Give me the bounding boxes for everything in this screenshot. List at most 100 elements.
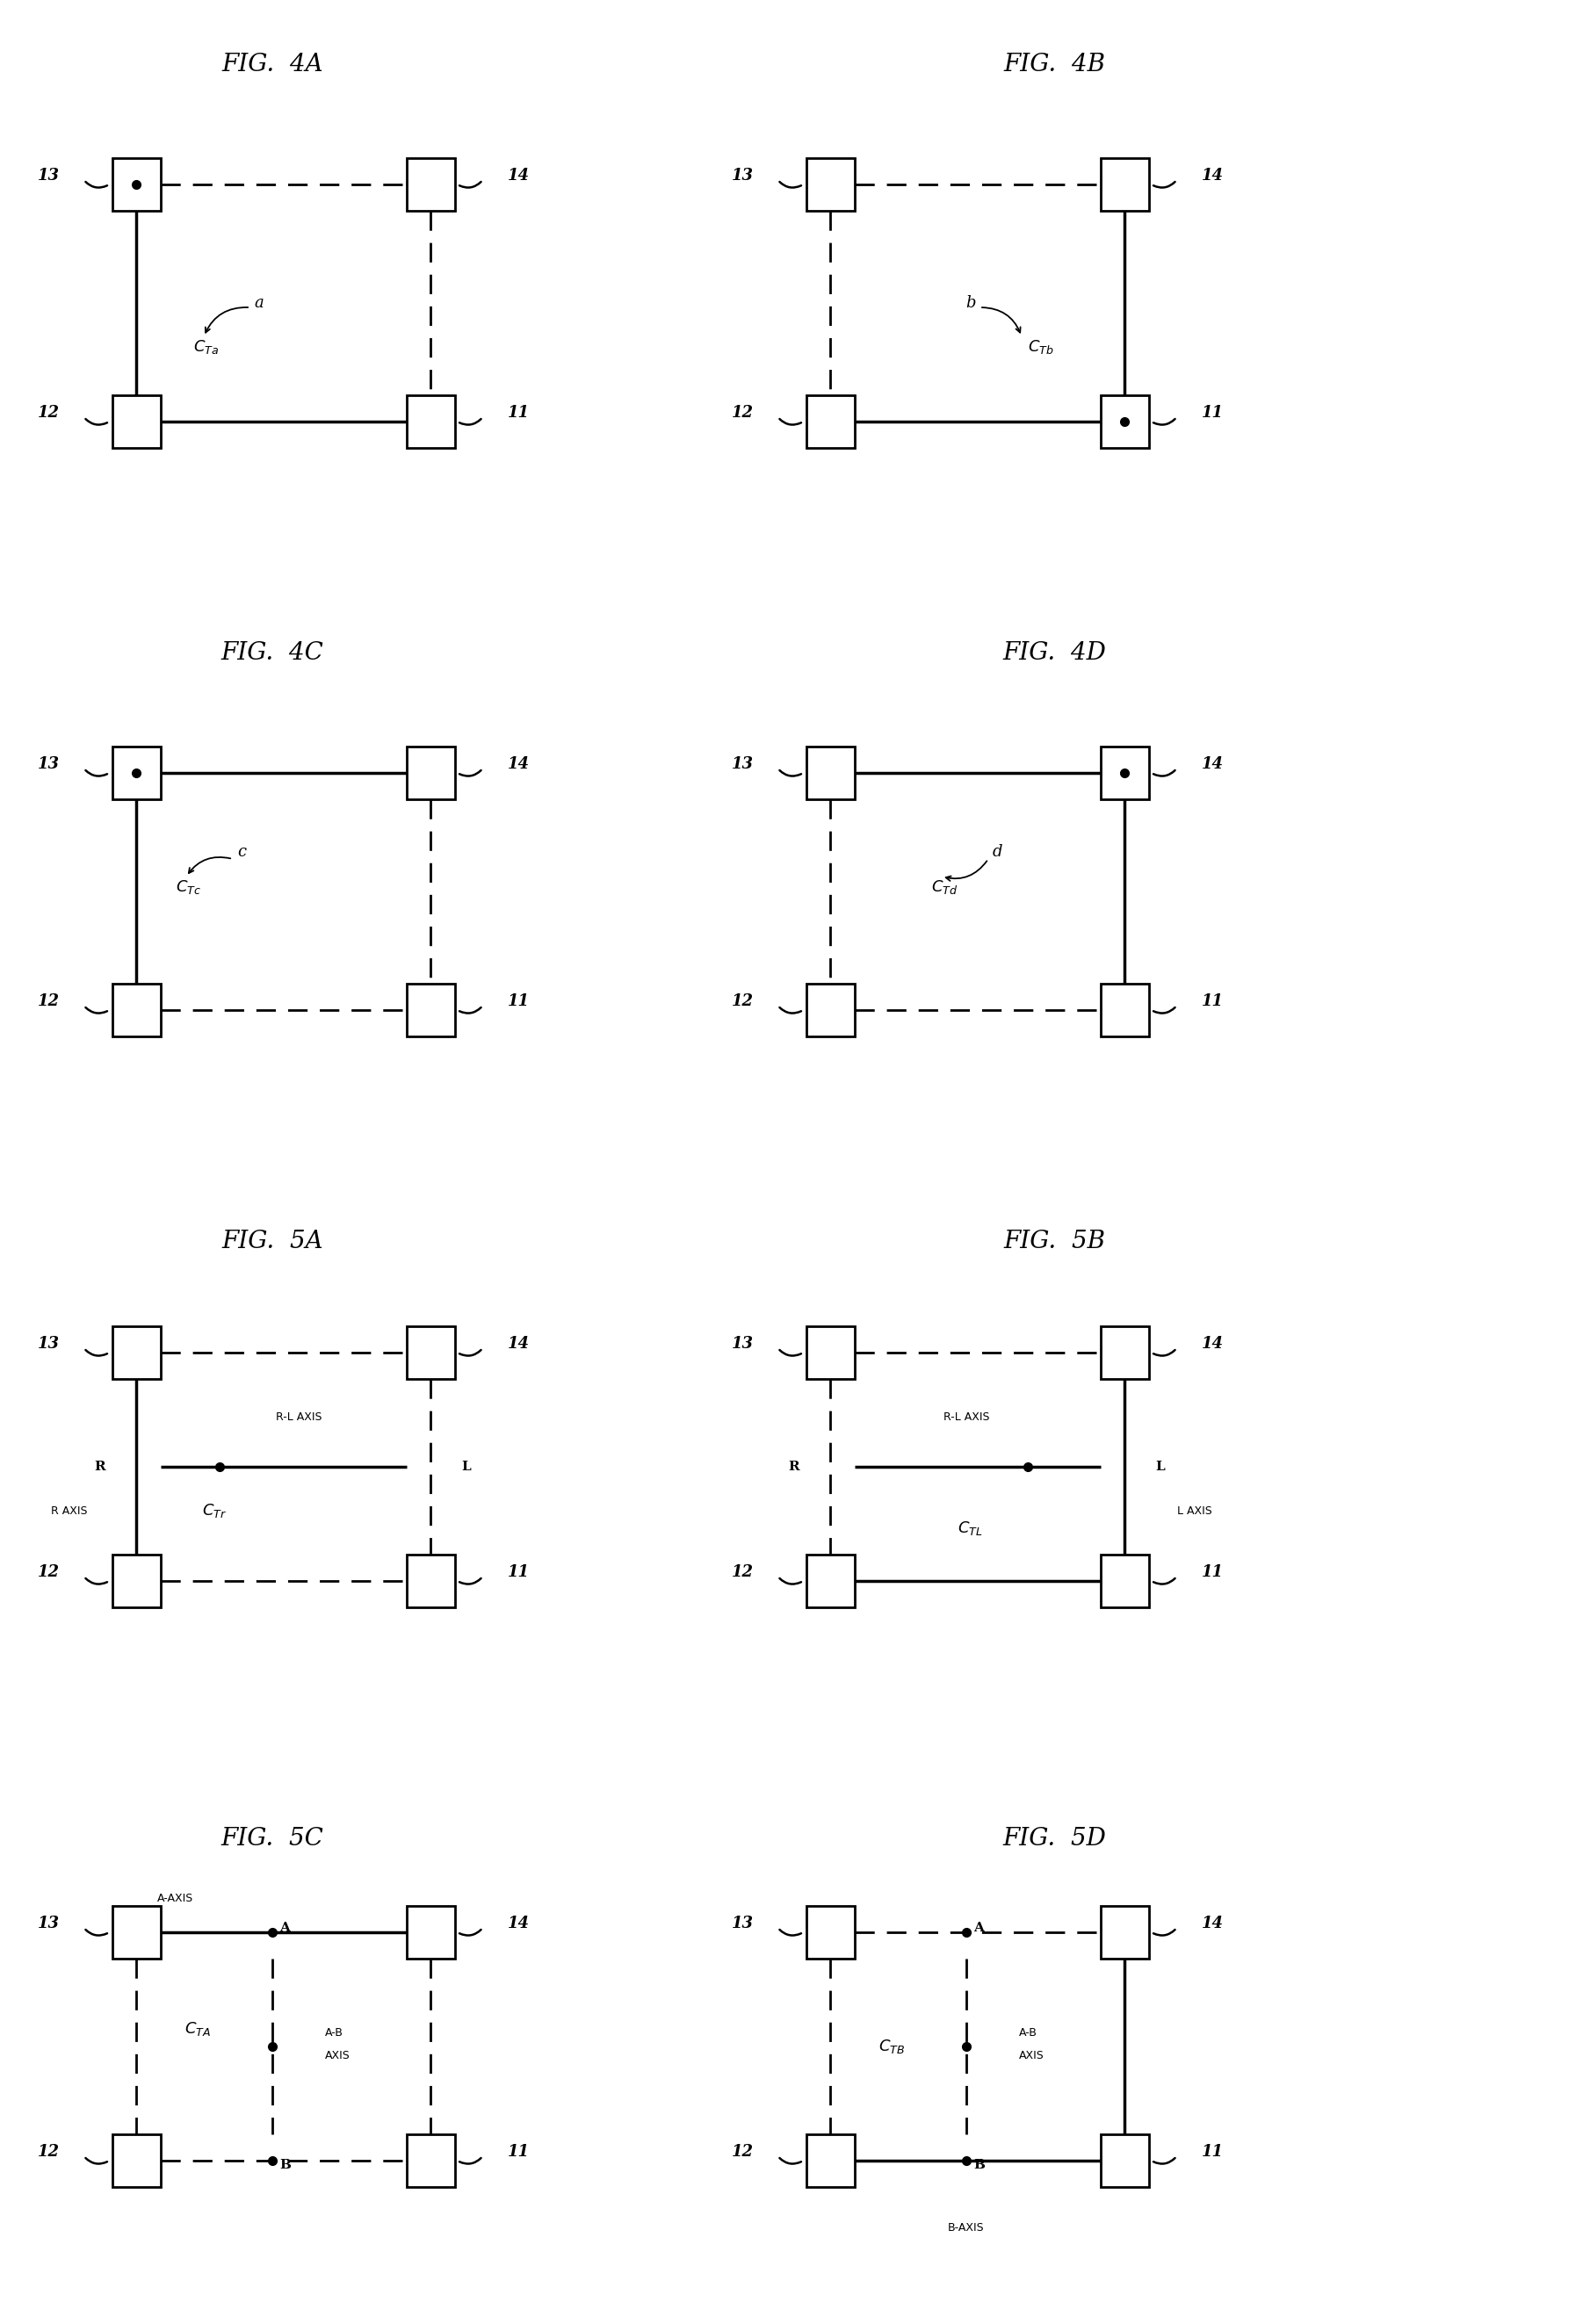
Text: 14: 14 [507, 755, 529, 772]
Bar [1100, 158, 1149, 211]
Bar [112, 395, 160, 449]
Text: R: R [93, 1459, 104, 1473]
Text: 13: 13 [38, 755, 59, 772]
Text: A: A [279, 1922, 290, 1934]
Bar [407, 983, 454, 1037]
Text: 14: 14 [507, 167, 529, 184]
Text: $C_{Ta}$: $C_{Ta}$ [193, 339, 218, 356]
Bar [806, 1555, 855, 1608]
Bar [1100, 395, 1149, 449]
Text: $C_{TL}$: $C_{TL}$ [958, 1520, 983, 1536]
Text: 13: 13 [38, 1915, 59, 1931]
Text: b: b [966, 295, 975, 311]
Text: 14: 14 [1201, 1336, 1224, 1353]
Bar [112, 1906, 160, 1959]
Text: R-L AXIS: R-L AXIS [275, 1411, 321, 1422]
Text: 14: 14 [1201, 755, 1224, 772]
Bar [112, 2133, 160, 2187]
Text: $C_{Td}$: $C_{Td}$ [931, 878, 958, 895]
Text: FIG.  5D: FIG. 5D [1002, 1827, 1107, 1850]
Text: 14: 14 [1201, 1915, 1224, 1931]
Bar [1100, 983, 1149, 1037]
Bar [806, 1327, 855, 1378]
Bar [112, 983, 160, 1037]
Bar [1100, 746, 1149, 799]
Bar [112, 746, 160, 799]
Text: AXIS: AXIS [325, 2050, 350, 2061]
Text: A-AXIS: A-AXIS [157, 1892, 193, 1903]
Bar [1100, 1906, 1149, 1959]
Text: FIG.  4C: FIG. 4C [222, 641, 323, 665]
Text: 13: 13 [38, 167, 59, 184]
Text: FIG.  4A: FIG. 4A [222, 53, 323, 77]
Bar [407, 1327, 454, 1378]
Text: $C_{Tb}$: $C_{Tb}$ [1027, 339, 1054, 356]
Text: 13: 13 [731, 1915, 754, 1931]
Text: d: d [993, 844, 1002, 860]
Text: 12: 12 [731, 2145, 754, 2159]
Text: c: c [237, 844, 245, 860]
Text: 13: 13 [731, 1336, 754, 1353]
Bar [1100, 1327, 1149, 1378]
Text: 12: 12 [38, 1564, 59, 1580]
Text: B-AXIS: B-AXIS [948, 2222, 985, 2233]
Text: $C_{Tc}$: $C_{Tc}$ [176, 878, 201, 895]
Text: L: L [462, 1459, 472, 1473]
Bar [112, 1327, 160, 1378]
Bar [806, 2133, 855, 2187]
Text: R: R [788, 1459, 799, 1473]
Bar [806, 395, 855, 449]
Bar [407, 2133, 454, 2187]
Text: 12: 12 [38, 992, 59, 1009]
Text: 12: 12 [731, 992, 754, 1009]
Text: $C_{TA}$: $C_{TA}$ [185, 2020, 211, 2038]
Text: 14: 14 [507, 1915, 529, 1931]
Text: 11: 11 [1201, 992, 1224, 1009]
Text: 11: 11 [1201, 404, 1224, 421]
Bar [407, 1906, 454, 1959]
Text: FIG.  5B: FIG. 5B [1004, 1229, 1105, 1253]
Bar [806, 983, 855, 1037]
Text: 12: 12 [38, 404, 59, 421]
Bar [407, 746, 454, 799]
Bar [112, 158, 160, 211]
Text: A-B: A-B [1019, 2027, 1037, 2038]
Bar [112, 1555, 160, 1608]
Text: 13: 13 [38, 1336, 59, 1353]
Text: 13: 13 [731, 755, 754, 772]
Bar [407, 395, 454, 449]
Text: $C_{TB}$: $C_{TB}$ [879, 2038, 905, 2054]
Text: 11: 11 [507, 1564, 529, 1580]
Text: FIG.  4D: FIG. 4D [1002, 641, 1107, 665]
Text: 12: 12 [731, 1564, 754, 1580]
Text: A-B: A-B [325, 2027, 344, 2038]
Text: B: B [279, 2159, 291, 2171]
Text: 13: 13 [731, 167, 754, 184]
Text: R-L AXIS: R-L AXIS [943, 1411, 989, 1422]
Text: 12: 12 [731, 404, 754, 421]
Text: 11: 11 [507, 992, 529, 1009]
Text: AXIS: AXIS [1019, 2050, 1045, 2061]
Text: 14: 14 [1201, 167, 1224, 184]
Text: B: B [974, 2159, 985, 2171]
Text: 11: 11 [507, 2145, 529, 2159]
Text: FIG.  5C: FIG. 5C [222, 1827, 323, 1850]
Bar [407, 1555, 454, 1608]
Text: a: a [255, 295, 264, 311]
Bar [806, 1906, 855, 1959]
Bar [806, 746, 855, 799]
Text: 11: 11 [1201, 1564, 1224, 1580]
Bar [1100, 2133, 1149, 2187]
Bar [806, 158, 855, 211]
Text: 12: 12 [38, 2145, 59, 2159]
Text: L: L [1156, 1459, 1165, 1473]
Text: A: A [974, 1922, 983, 1934]
Bar [407, 158, 454, 211]
Text: FIG.  5A: FIG. 5A [222, 1229, 323, 1253]
Bar [1100, 1555, 1149, 1608]
Text: L AXIS: L AXIS [1178, 1506, 1213, 1515]
Text: 11: 11 [1201, 2145, 1224, 2159]
Text: 14: 14 [507, 1336, 529, 1353]
Text: FIG.  4B: FIG. 4B [1004, 53, 1105, 77]
Text: R AXIS: R AXIS [51, 1506, 87, 1515]
